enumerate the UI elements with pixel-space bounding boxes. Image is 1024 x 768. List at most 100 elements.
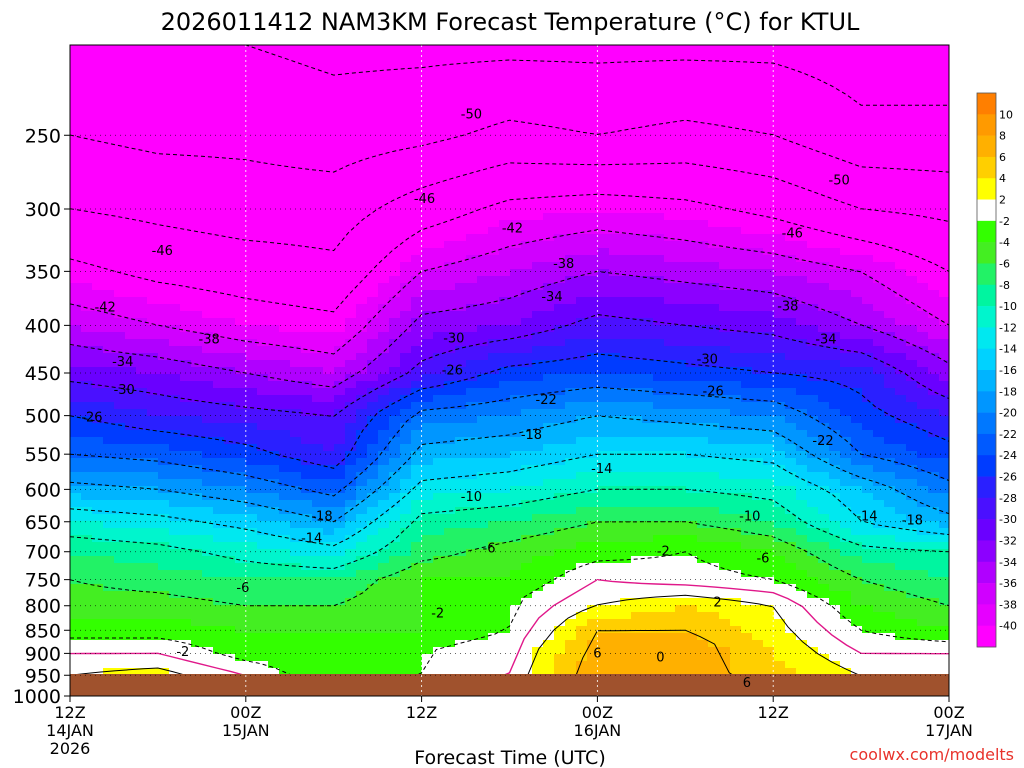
field-cell xyxy=(741,136,753,144)
field-cell xyxy=(928,143,940,151)
field-cell xyxy=(708,87,720,95)
field-cell xyxy=(114,262,126,270)
field-cell xyxy=(939,122,949,130)
field-cell xyxy=(708,297,720,305)
field-cell xyxy=(191,339,203,347)
field-cell xyxy=(235,150,247,158)
field-cell xyxy=(928,87,940,95)
field-cell xyxy=(103,444,115,452)
field-cell xyxy=(510,199,522,207)
field-cell xyxy=(147,479,159,487)
field-cell xyxy=(499,325,511,333)
field-cell xyxy=(609,409,621,417)
field-cell xyxy=(301,185,313,193)
field-cell xyxy=(323,409,335,417)
field-cell xyxy=(664,157,676,165)
field-cell xyxy=(708,213,720,221)
field-cell xyxy=(686,192,698,200)
field-cell xyxy=(532,101,544,109)
field-cell xyxy=(697,220,709,228)
field-cell xyxy=(356,395,368,403)
field-cell xyxy=(818,409,830,417)
field-cell xyxy=(532,283,544,291)
field-cell xyxy=(92,283,104,291)
field-cell xyxy=(730,381,742,389)
field-cell xyxy=(741,444,753,452)
field-cell xyxy=(675,458,687,466)
field-cell xyxy=(741,213,753,221)
field-cell xyxy=(202,388,214,396)
field-cell xyxy=(268,66,280,74)
field-cell xyxy=(697,213,709,221)
field-cell xyxy=(686,472,698,480)
field-cell xyxy=(576,234,588,242)
field-cell xyxy=(906,276,918,284)
field-cell xyxy=(433,269,445,277)
field-cell xyxy=(730,80,742,88)
field-cell xyxy=(268,311,280,319)
field-cell xyxy=(840,129,852,137)
field-cell xyxy=(114,346,126,354)
field-cell xyxy=(598,80,610,88)
field-cell xyxy=(719,395,731,403)
field-cell xyxy=(136,143,148,151)
field-cell xyxy=(114,339,126,347)
field-cell xyxy=(422,234,434,242)
field-cell xyxy=(246,269,258,277)
field-cell xyxy=(576,367,588,375)
field-cell xyxy=(191,444,203,452)
field-cell xyxy=(455,52,467,60)
field-cell xyxy=(191,332,203,340)
field-cell xyxy=(301,157,313,165)
field-cell xyxy=(246,220,258,228)
field-cell xyxy=(378,374,390,382)
field-cell xyxy=(213,52,225,60)
field-cell xyxy=(290,66,302,74)
field-cell xyxy=(345,87,357,95)
field-cell xyxy=(730,227,742,235)
field-cell xyxy=(125,395,137,403)
field-cell xyxy=(752,269,764,277)
field-cell xyxy=(356,87,368,95)
field-cell xyxy=(345,409,357,417)
field-cell xyxy=(334,269,346,277)
field-cell xyxy=(631,283,643,291)
field-cell xyxy=(312,437,324,445)
field-cell xyxy=(719,115,731,123)
field-cell xyxy=(829,150,841,158)
field-cell xyxy=(466,171,478,179)
field-cell xyxy=(840,381,852,389)
field-cell xyxy=(477,374,489,382)
field-cell xyxy=(136,479,148,487)
field-cell xyxy=(686,241,698,249)
field-cell xyxy=(895,178,907,186)
field-cell xyxy=(499,122,511,130)
field-cell xyxy=(708,94,720,102)
field-cell xyxy=(851,73,863,81)
field-cell xyxy=(169,45,181,53)
field-cell xyxy=(488,185,500,193)
field-cell xyxy=(521,325,533,333)
field-cell xyxy=(444,262,456,270)
field-cell xyxy=(477,213,489,221)
field-cell xyxy=(697,388,709,396)
field-cell xyxy=(686,94,698,102)
field-cell xyxy=(609,157,621,165)
field-cell xyxy=(202,129,214,137)
field-cell xyxy=(301,479,313,487)
field-cell xyxy=(774,437,786,445)
field-cell xyxy=(499,409,511,417)
field-cell xyxy=(136,311,148,319)
field-cell xyxy=(488,276,500,284)
field-cell xyxy=(114,45,126,53)
field-cell xyxy=(378,220,390,228)
field-cell xyxy=(312,311,324,319)
field-cell xyxy=(81,66,93,74)
field-cell xyxy=(840,122,852,130)
field-cell xyxy=(290,171,302,179)
field-cell xyxy=(367,157,379,165)
field-cell xyxy=(356,409,368,417)
field-cell xyxy=(389,395,401,403)
field-cell xyxy=(422,472,434,480)
